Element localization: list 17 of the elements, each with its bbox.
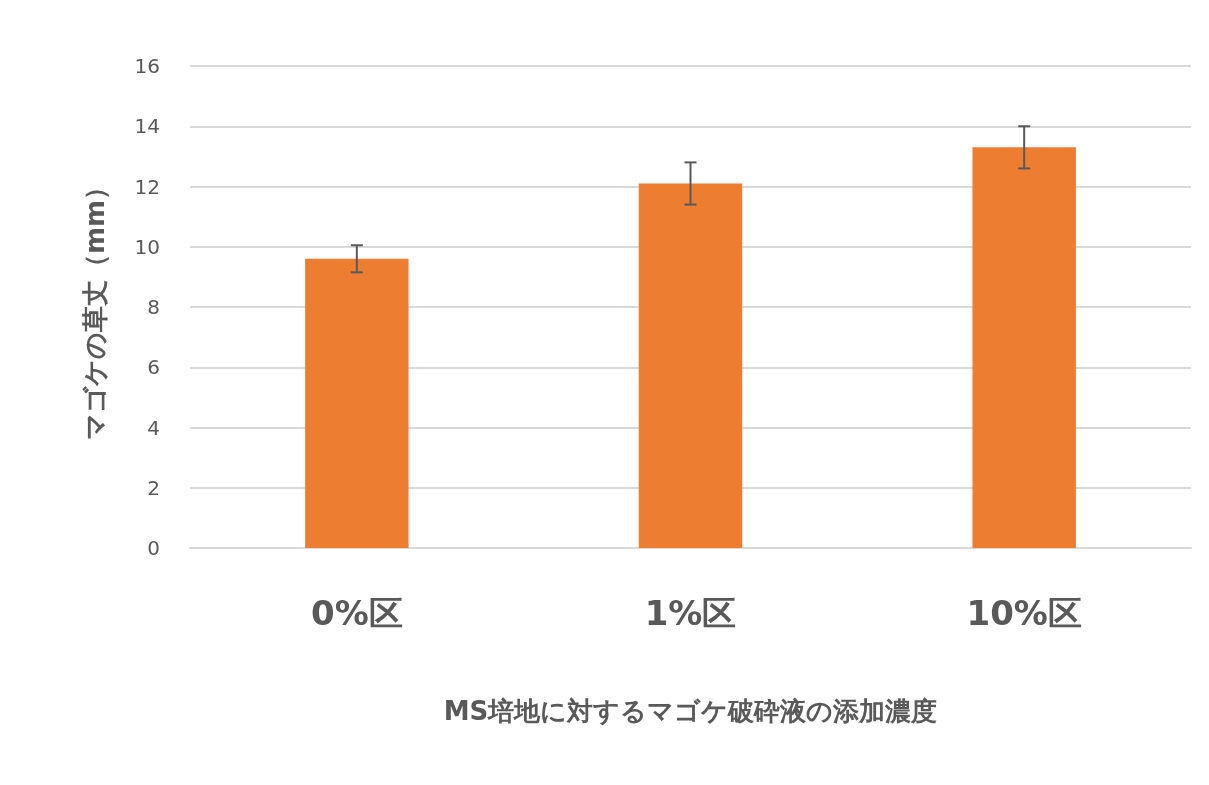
y-tick-label: 8 [147, 295, 160, 319]
y-tick-label: 10 [134, 234, 160, 259]
y-tick-label: 2 [147, 475, 160, 500]
y-tick-label: 4 [147, 415, 160, 440]
x-tick-label: 1%区 [644, 593, 737, 633]
x-axis-title: MS培地に対するマゴケ破砕液の添加濃度 [443, 696, 938, 726]
y-tick-label: 16 [134, 54, 160, 78]
y-tick-label: 0 [147, 536, 160, 560]
x-tick-label: 10%区 [966, 593, 1082, 633]
y-tick-label: 6 [147, 355, 160, 380]
bar [638, 183, 743, 548]
x-tick-label: 0%区 [310, 593, 403, 633]
y-tick-label: 14 [134, 114, 160, 139]
bar [305, 258, 409, 548]
y-tick-label: 12 [134, 174, 160, 199]
bar [972, 147, 1076, 548]
y-axis-title: マゴケの草丈（mm） [80, 173, 110, 441]
